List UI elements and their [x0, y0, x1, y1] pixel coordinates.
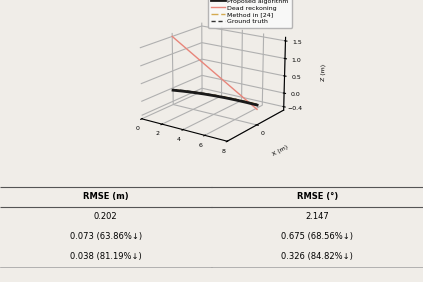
Y-axis label: X (m): X (m) — [272, 144, 289, 157]
Legend: Proposed algorithm, Dead reckoning, Method in [24], Ground truth: Proposed algorithm, Dead reckoning, Meth… — [208, 0, 292, 28]
